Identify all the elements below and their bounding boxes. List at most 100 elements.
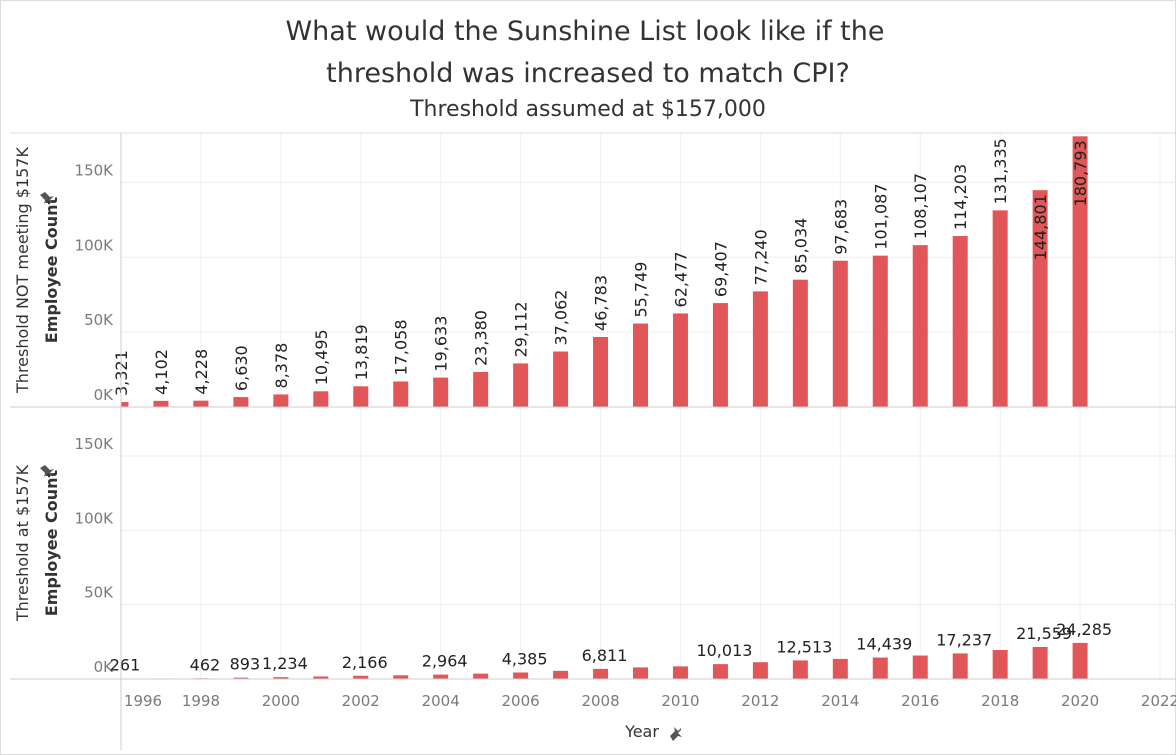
- x-axis-title: Year: [624, 722, 659, 741]
- bar: [952, 653, 968, 679]
- bar: [313, 391, 329, 407]
- chart-title: threshold was increased to match CPI?: [326, 58, 850, 89]
- data-label: 131,335: [991, 138, 1010, 204]
- bar: [313, 676, 329, 679]
- bar: [832, 260, 848, 407]
- data-label: 261: [110, 656, 141, 675]
- y-tick-label: 50K: [84, 311, 114, 329]
- bar: [872, 657, 888, 679]
- bar: [233, 397, 249, 407]
- x-tick-label: 2000: [262, 692, 300, 710]
- x-tick-label: 2020: [1061, 692, 1099, 710]
- bar: [1032, 190, 1048, 407]
- bar: [672, 313, 688, 407]
- data-label: 21,559: [1016, 624, 1072, 643]
- data-label: 6,811: [582, 646, 628, 665]
- x-tick-label: 1998: [182, 692, 220, 710]
- y-tick-label: 150K: [75, 435, 115, 453]
- x-tick-label: 2002: [342, 692, 380, 710]
- bar: [553, 351, 569, 407]
- data-label: 24,285: [1056, 620, 1112, 639]
- bars: [121, 642, 1088, 679]
- bar: [672, 666, 688, 679]
- y-tick-label: 100K: [75, 509, 115, 527]
- data-label: 46,783: [592, 275, 611, 331]
- y-axis-title: Employee Count: [42, 469, 61, 616]
- data-label: 4,385: [502, 649, 548, 668]
- x-tick-label: 1996: [124, 692, 162, 710]
- bar: [1072, 642, 1088, 679]
- bar: [593, 336, 609, 407]
- bar: [193, 400, 209, 407]
- y-axis-title: Employee Count: [42, 196, 61, 343]
- bar: [593, 668, 609, 679]
- data-label: 19,633: [432, 316, 451, 372]
- y-tick-label: 100K: [75, 236, 115, 254]
- bar: [273, 677, 289, 679]
- data-label: 12,513: [776, 637, 832, 656]
- chart-subtitle: Threshold assumed at $157,000: [409, 97, 766, 122]
- bar: [872, 255, 888, 407]
- data-label: 893: [230, 655, 261, 674]
- bar: [1072, 136, 1088, 407]
- data-label: 62,477: [671, 251, 690, 307]
- bar: [712, 664, 728, 679]
- bar: [712, 303, 728, 407]
- data-label: 10,013: [696, 641, 752, 660]
- bar: [353, 675, 369, 679]
- y-tick-label: 50K: [84, 584, 114, 602]
- bar: [992, 210, 1008, 407]
- bar: [473, 371, 489, 407]
- x-tick-label: 2006: [502, 692, 540, 710]
- bar: [353, 386, 369, 407]
- x-tick-label: 2018: [981, 692, 1019, 710]
- bar: [952, 236, 968, 407]
- bar: [273, 394, 289, 407]
- bar: [752, 662, 768, 679]
- data-label: 2,166: [342, 653, 388, 672]
- bar: [393, 381, 409, 407]
- data-label: 29,112: [512, 301, 531, 357]
- bar: [792, 279, 808, 407]
- data-label: 77,240: [751, 229, 770, 285]
- row-label: Threshold at $157K: [13, 464, 32, 622]
- pin-icon: [40, 192, 54, 204]
- data-label: 1,234: [262, 654, 308, 673]
- bar: [553, 670, 569, 679]
- data-label: 17,058: [392, 319, 411, 375]
- bar: [121, 402, 129, 407]
- x-tick-label: 2014: [821, 692, 859, 710]
- bar: [992, 650, 1008, 679]
- x-tick-label: 2016: [901, 692, 939, 710]
- bar: [393, 675, 409, 679]
- bar: [433, 377, 449, 407]
- data-label: 4,228: [192, 349, 211, 395]
- y-tick-label: 0K: [94, 658, 115, 676]
- bar: [792, 660, 808, 679]
- data-label: 144,801: [1031, 194, 1050, 260]
- data-label: 14,439: [856, 635, 912, 654]
- data-label: 6,630: [232, 345, 251, 391]
- data-label: 4,102: [152, 349, 171, 395]
- data-label: 180,793: [1071, 140, 1090, 206]
- data-label: 23,380: [472, 310, 491, 366]
- bar: [912, 245, 928, 407]
- bar: [1032, 646, 1048, 679]
- data-label: 2,964: [422, 652, 468, 671]
- bar: [233, 677, 249, 679]
- data-label: 462: [190, 655, 221, 674]
- data-label: 97,683: [831, 199, 850, 255]
- bar: [433, 674, 449, 679]
- x-tick-label: 2008: [581, 692, 619, 710]
- data-label: 13,819: [352, 324, 371, 380]
- bar: [752, 291, 768, 407]
- data-label: 8,378: [272, 343, 291, 389]
- bar: [513, 363, 529, 407]
- y-tick-label: 150K: [75, 161, 115, 179]
- data-label: 69,407: [711, 241, 730, 297]
- pin-icon: [40, 465, 54, 477]
- data-label: 10,495: [312, 329, 331, 385]
- row-label: Threshold NOT meeting $157K: [13, 147, 32, 394]
- bar: [513, 672, 529, 679]
